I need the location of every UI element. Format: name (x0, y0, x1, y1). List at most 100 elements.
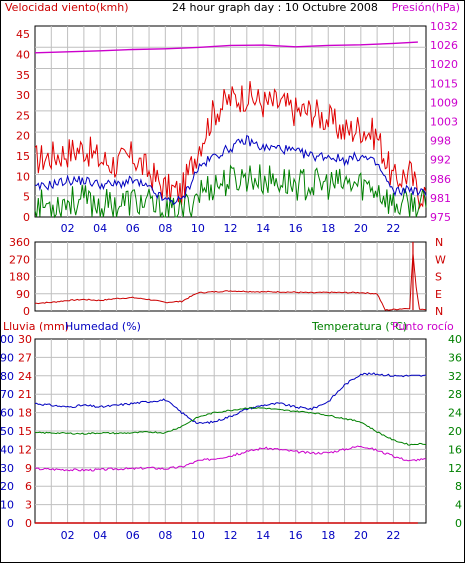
temperature-tick-label: 8 (455, 480, 462, 493)
hour-tick-label: 08 (158, 529, 172, 542)
direction-tick-label: 180 (9, 271, 30, 284)
temperature-tick-label: 40 (448, 333, 462, 346)
temperature-tick-label: 20 (448, 425, 462, 438)
humidity-tick-label: 0 (7, 517, 14, 530)
temperature-axis-title: Temperatura (°C) (311, 320, 407, 333)
hour-tick-label: 02 (61, 222, 75, 235)
wind-tick-label: 5 (23, 191, 30, 204)
pressure-tick-label: 1020 (430, 58, 458, 71)
humidity-tick-label: 90 (0, 351, 14, 364)
temperature-tick-label: 16 (448, 443, 462, 456)
chart-title: 24 hour graph day : 10 Octubre 2008 (172, 1, 378, 14)
wind-min-line (34, 164, 427, 219)
humidity-tick-label: 70 (0, 388, 14, 401)
wind-tick-label: 40 (16, 48, 30, 61)
direction-tick-label: 90 (16, 288, 30, 301)
rain-tick-label: 21 (18, 388, 32, 401)
hour-tick-label: 18 (321, 222, 335, 235)
hour-tick-label: 20 (354, 529, 368, 542)
humidity-line (34, 372, 427, 425)
temperature-tick-label: 0 (455, 517, 462, 530)
wind-tick-label: 45 (16, 28, 30, 41)
hour-tick-label: 08 (158, 222, 172, 235)
hour-tick-label: 06 (126, 529, 140, 542)
temperature-tick-label: 32 (448, 370, 462, 383)
humidity-axis-title: Humedad (%) (65, 320, 141, 333)
humidity-tick-label: 30 (0, 462, 14, 475)
wind-tick-label: 0 (23, 211, 30, 224)
pressure-line (34, 41, 418, 54)
wind-direction-base (34, 253, 427, 311)
hour-tick-label: 20 (354, 222, 368, 235)
compass-tick-label: E (435, 288, 442, 301)
hour-tick-label: 14 (256, 529, 270, 542)
rain-tick-label: 12 (18, 443, 32, 456)
hour-tick-label: 22 (386, 222, 400, 235)
pressure-tick-label: 1003 (430, 116, 458, 129)
hour-tick-label: 22 (386, 529, 400, 542)
hour-tick-label: 02 (61, 529, 75, 542)
wind-tick-label: 25 (16, 109, 30, 122)
wind-axis-title: Velocidad viento(kmh) (5, 1, 129, 14)
dewpoint-line (34, 445, 427, 472)
pressure-tick-label: 975 (430, 211, 451, 224)
compass-tick-label: N (435, 305, 443, 318)
pressure-tick-label: 1026 (430, 39, 458, 52)
temperature-tick-label: 24 (448, 407, 462, 420)
hour-tick-label: 16 (289, 529, 303, 542)
rain-humidity-temperature-chart: 0102030405060708090100036912151821242730… (0, 333, 462, 542)
rain-tick-label: 30 (18, 333, 32, 346)
rain-axis-title: Lluvia (mm) (3, 320, 69, 333)
hour-tick-label: 10 (191, 529, 205, 542)
pressure-tick-label: 981 (430, 192, 451, 205)
wind-tick-label: 15 (16, 150, 30, 163)
hour-tick-label: 04 (93, 529, 107, 542)
wind-tick-label: 30 (16, 89, 30, 102)
pressure-tick-label: 998 (430, 135, 451, 148)
hour-tick-label: 12 (224, 529, 238, 542)
rain-tick-label: 3 (25, 499, 32, 512)
humidity-tick-label: 50 (0, 425, 14, 438)
wind-tick-label: 20 (16, 130, 30, 143)
wind-average-line (34, 134, 427, 206)
compass-tick-label: W (435, 253, 446, 266)
direction-tick-label: 0 (23, 305, 30, 318)
rain-tick-label: 18 (18, 407, 32, 420)
temperature-tick-label: 28 (448, 388, 462, 401)
pressure-tick-label: 986 (430, 173, 451, 186)
hour-tick-label: 04 (93, 222, 107, 235)
rain-tick-label: 24 (18, 370, 32, 383)
humidity-tick-label: 10 (0, 499, 14, 512)
rain-tick-label: 6 (25, 480, 32, 493)
temperature-tick-label: 36 (448, 351, 462, 364)
dewpoint-axis-title: Punto rocío (392, 320, 454, 333)
compass-tick-label: S (435, 271, 442, 284)
hour-tick-label: 06 (126, 222, 140, 235)
pressure-tick-label: 992 (430, 154, 451, 167)
temperature-tick-label: 12 (448, 462, 462, 475)
humidity-tick-label: 80 (0, 370, 14, 383)
wind-tick-label: 10 (16, 170, 30, 183)
wind-pressure-chart: 0510152025303540459759819869929981003100… (16, 20, 458, 235)
pressure-axis-title: Presión(hPa) (392, 1, 460, 14)
humidity-tick-label: 100 (0, 333, 14, 346)
hour-tick-label: 10 (191, 222, 205, 235)
rain-tick-label: 0 (25, 517, 32, 530)
rain-tick-label: 15 (18, 425, 32, 438)
hour-tick-label: 14 (256, 222, 270, 235)
temperature-line (34, 406, 427, 446)
rain-tick-label: 27 (18, 351, 32, 364)
compass-tick-label: N (435, 236, 443, 249)
wind-gust-line (34, 81, 427, 210)
wind-tick-label: 35 (16, 69, 30, 82)
humidity-tick-label: 60 (0, 407, 14, 420)
pressure-tick-label: 1032 (430, 20, 458, 33)
pressure-tick-label: 1015 (430, 77, 458, 90)
pressure-tick-label: 1009 (430, 96, 458, 109)
hour-tick-label: 12 (224, 222, 238, 235)
direction-tick-label: 270 (9, 253, 30, 266)
direction-tick-label: 360 (9, 236, 30, 249)
